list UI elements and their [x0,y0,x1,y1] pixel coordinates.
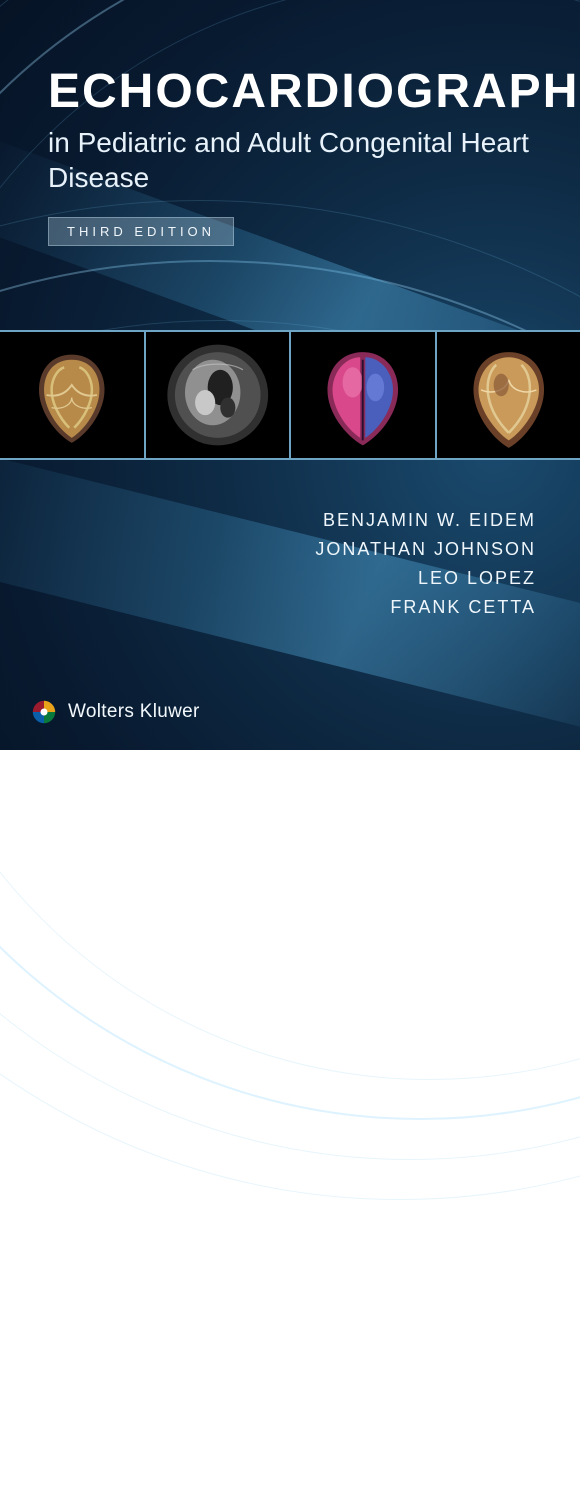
publisher-name: Wolters Kluwer [68,701,200,723]
image-strip [0,330,580,460]
main-title: ECHOCARDIOGRAPHY [48,64,540,119]
author-name: BENJAMIN W. EIDEM [315,510,536,531]
heart-color-icon [291,332,435,458]
heart-icon [0,332,144,458]
book-cover: ECHOCARDIOGRAPHY in Pediatric and Adult … [0,0,580,750]
author-name: JONATHAN JOHNSON [315,539,536,560]
publisher-block: Wolters Kluwer [30,698,200,726]
title-block: ECHOCARDIOGRAPHY in Pediatric and Adult … [48,64,540,246]
authors-list: BENJAMIN W. EIDEM JONATHAN JOHNSON LEO L… [315,510,536,626]
decor-arc [0,320,580,1500]
panel-heart-3d-color [291,332,437,458]
panel-ultrasound-grayscale [146,332,292,458]
panel-heart-3d-render-2 [437,332,580,458]
author-name: LEO LOPEZ [315,568,536,589]
edition-badge: THIRD EDITION [48,217,234,246]
ultrasound-icon [146,332,290,458]
publisher-logo-icon [30,698,58,726]
heart-icon [437,332,580,458]
subtitle: in Pediatric and Adult Congenital Heart … [48,125,540,195]
panel-heart-3d-render-1 [0,332,146,458]
author-name: FRANK CETTA [315,597,536,618]
